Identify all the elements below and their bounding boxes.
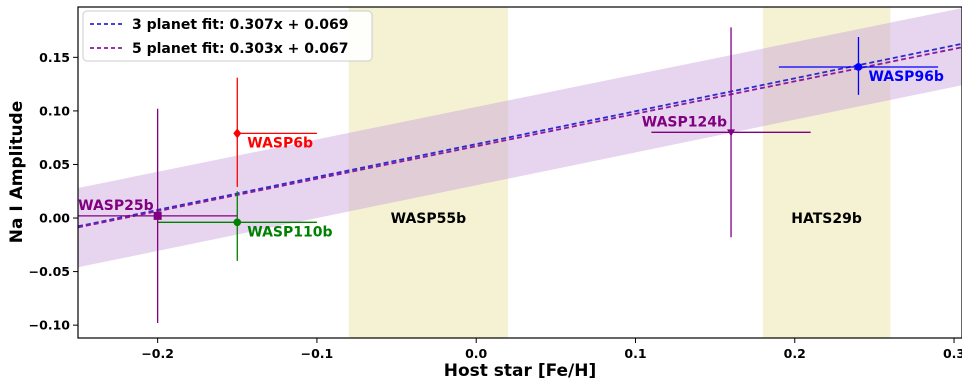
marker-wasp96b	[854, 63, 863, 71]
point-label-wasp6b: WASP6b	[247, 135, 313, 151]
marker-wasp110b	[233, 218, 242, 227]
band-label-wasp55b: WASP55b	[391, 211, 467, 227]
y-tick-label: 0.10	[39, 103, 70, 118]
x-tick-label: 0.2	[784, 346, 806, 361]
x-axis-label: Host star [Fe/H]	[444, 361, 597, 381]
x-tick-label: −0.1	[301, 346, 334, 361]
band-label-hats29b: HATS29b	[791, 211, 862, 227]
highlight-band-hats29b	[762, 7, 891, 338]
marker-wasp25b	[153, 211, 162, 220]
y-tick-label: 0.15	[39, 50, 70, 65]
point-label-wasp110b: WASP110b	[247, 224, 332, 240]
y-axis-label: Na I Amplitude	[7, 101, 27, 243]
point-label-wasp124b: WASP124b	[642, 114, 727, 130]
point-label-wasp25b: WASP25b	[78, 198, 154, 214]
highlight-band-wasp55b	[348, 7, 509, 338]
x-tick-label: 0.0	[465, 346, 487, 361]
y-tick-label: −0.05	[29, 264, 70, 279]
plot-frame	[77, 6, 962, 339]
y-tick-label: 0.05	[39, 157, 70, 172]
fit-line-5-planet	[78, 46, 962, 229]
legend-label-3-planet-fit: 3 planet fit: 0.307x + 0.069	[132, 17, 349, 33]
x-tick-label: 0.3	[943, 346, 962, 361]
legend-box	[82, 10, 373, 62]
legend-label-5-planet-fit: 5 planet fit: 0.303x + 0.067	[132, 41, 349, 57]
y-tick-label: 0.00	[39, 211, 70, 226]
y-tick-label: −0.10	[29, 318, 71, 333]
marker-wasp124b	[727, 129, 736, 137]
fit-line-3-planet	[78, 42, 962, 228]
point-label-wasp96b: WASP96b	[868, 69, 944, 85]
x-tick-label: 0.1	[624, 346, 646, 361]
legend: 3 planet fit: 0.307x + 0.069 5 planet fi…	[82, 10, 373, 62]
marker-wasp6b	[233, 128, 242, 139]
x-tick-label: −0.2	[141, 346, 174, 361]
